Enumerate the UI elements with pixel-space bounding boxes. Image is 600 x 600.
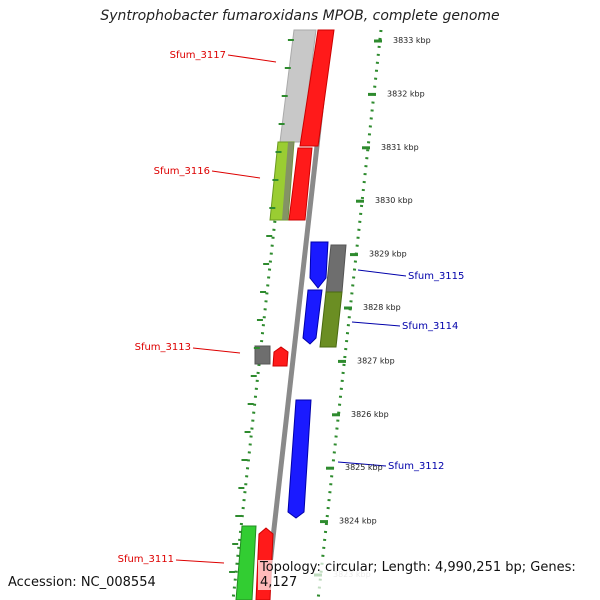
callout-sfum-3111 bbox=[175, 559, 225, 564]
callout-sfum-3114 bbox=[351, 321, 401, 327]
gene-sfum-3112-block[interactable] bbox=[287, 399, 312, 519]
genome-stats-text: Topology: circular; Length: 4,990,251 bp… bbox=[258, 560, 600, 590]
gene-red-lower-block[interactable] bbox=[288, 147, 313, 221]
callout-sfum-3113 bbox=[192, 347, 241, 354]
callout-sfum-3117 bbox=[227, 54, 277, 63]
scale-tick-label: 3829 kbp bbox=[369, 250, 407, 259]
gene-sfum-3111-block[interactable] bbox=[235, 525, 257, 600]
genome-title: Syntrophobacter fumaroxidans MPOB, compl… bbox=[100, 8, 500, 24]
gene-sfum-3115-gray-block[interactable] bbox=[325, 244, 347, 293]
scale-tick-label: 3824 kbp bbox=[339, 517, 377, 526]
gene-sfum-3115-block[interactable] bbox=[309, 241, 329, 289]
scale-tick-label: 3833 kbp bbox=[393, 36, 431, 45]
gene-label-sfum-3111[interactable]: Sfum_3111 bbox=[118, 554, 174, 565]
gene-sfum-3116-shade bbox=[282, 142, 294, 220]
callout-sfum-3115 bbox=[357, 269, 407, 277]
gene-label-sfum-3114[interactable]: Sfum_3114 bbox=[402, 321, 458, 332]
gene-red-upper-block[interactable] bbox=[299, 29, 335, 147]
scale-tick-label: 3832 kbp bbox=[387, 89, 425, 98]
gene-label-sfum-3117[interactable]: Sfum_3117 bbox=[170, 50, 226, 61]
gene-sfum-3113-red-block[interactable] bbox=[272, 346, 289, 367]
scale-tick-label: 3826 kbp bbox=[351, 410, 389, 419]
scale-tick-label: 3830 kbp bbox=[375, 196, 413, 205]
gene-label-sfum-3112[interactable]: Sfum_3112 bbox=[388, 461, 444, 472]
gene-sfum-3114-olive-block[interactable] bbox=[319, 291, 343, 348]
scale-tick-label: 3825 kbp bbox=[345, 463, 383, 472]
gene-sfum-3113-gray-block[interactable] bbox=[254, 345, 271, 365]
gene-label-sfum-3115[interactable]: Sfum_3115 bbox=[408, 271, 464, 282]
gene-label-sfum-3116[interactable]: Sfum_3116 bbox=[154, 166, 210, 177]
scale-tick-label: 3831 kbp bbox=[381, 143, 419, 152]
gene-label-sfum-3113[interactable]: Sfum_3113 bbox=[135, 342, 191, 353]
callout-sfum-3112 bbox=[337, 461, 387, 467]
accession-text: Accession: NC_008554 bbox=[8, 575, 156, 590]
scale-tick-label: 3827 kbp bbox=[357, 356, 395, 365]
callout-sfum-3116 bbox=[211, 170, 261, 179]
scale-tick-label: 3828 kbp bbox=[363, 303, 401, 312]
gene-sfum-3114-block[interactable] bbox=[302, 289, 323, 345]
